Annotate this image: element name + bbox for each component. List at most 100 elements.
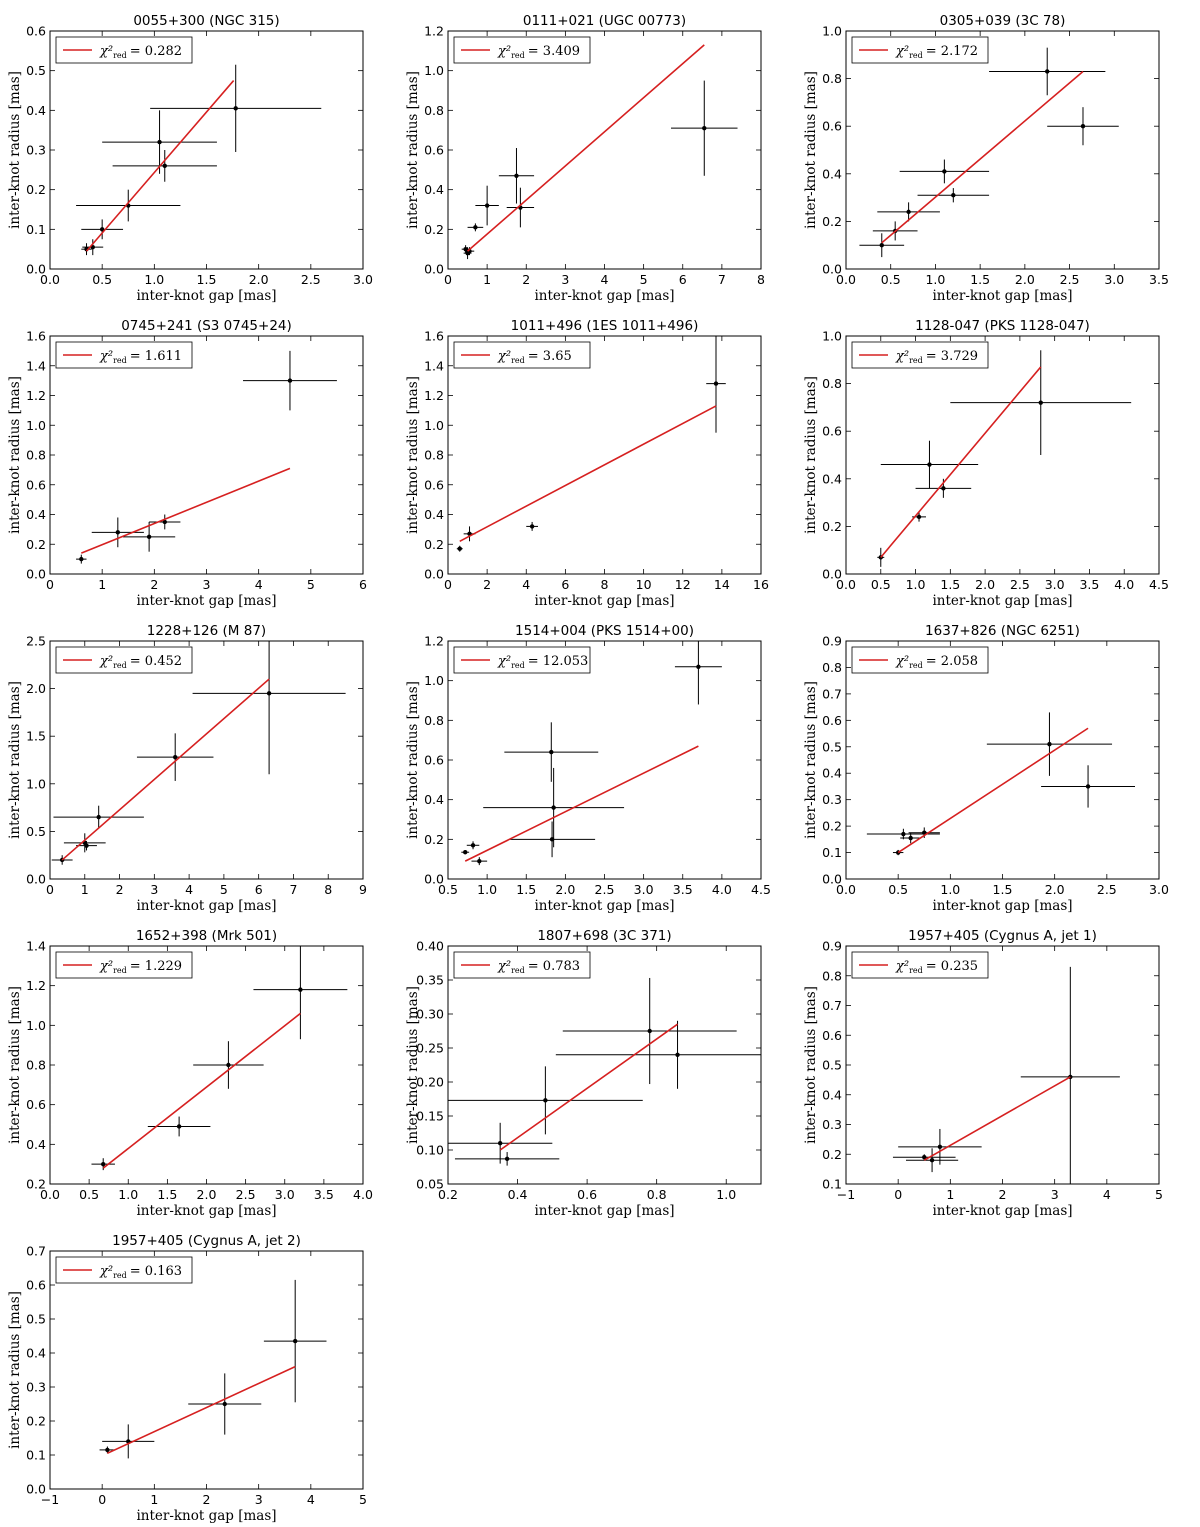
point-marker (470, 843, 476, 848)
plot-area (456, 336, 726, 552)
chart-svg: 1957+405 (Cygnus A, jet 2) −1 0 1 2 3 4 5 0.0 0.1… (7, 1233, 367, 1524)
point-marker (922, 1155, 927, 1160)
point-marker (157, 139, 162, 145)
point-marker (1047, 741, 1052, 747)
data-point (461, 850, 470, 855)
data-point (53, 805, 144, 829)
x-tick-label: 4 (1103, 1187, 1111, 1202)
y-tick-label: 0.9 (822, 939, 842, 954)
x-tick-label: 1.5 (516, 882, 536, 897)
y-axis-label: inter-knot radius [mas] (7, 376, 23, 534)
y-tick-label: 1.2 (424, 634, 444, 649)
point-marker (497, 1141, 503, 1146)
y-tick-label: 0.6 (26, 24, 46, 39)
legend-value: = 1.611 (130, 349, 182, 364)
x-tick-label: 1.0 (477, 882, 497, 897)
legend: χ²red = 3.409 (453, 36, 591, 64)
point-marker (105, 1447, 110, 1453)
legend-label: χ²red = 3.409 (497, 44, 580, 60)
y-tick-label: 0.8 (424, 103, 444, 118)
data-point (81, 243, 92, 256)
data-point (989, 47, 1106, 96)
x-tick-label: 0.5 (438, 882, 458, 897)
y-tick-label: 0.8 (822, 660, 842, 675)
legend-value: = 0.452 (130, 654, 182, 669)
point-marker (266, 691, 272, 696)
x-tick-label: 2.0 (975, 577, 995, 592)
fit-line (107, 1365, 296, 1455)
point-marker (233, 106, 238, 111)
y-axis-label: inter-knot radius [mas] (7, 681, 23, 839)
y-tick-label: 0.4 (424, 182, 444, 197)
chart-panel: 1128-047 (PKS 1128-047) 0.0 0.5 1.0 1.5 2.0 2.… (796, 305, 1191, 610)
data-point (102, 110, 217, 174)
point-marker (457, 546, 462, 551)
legend-chi-symbol: χ² (895, 44, 909, 59)
data-point (892, 1154, 956, 1161)
y-tick-label: 1.6 (26, 329, 46, 344)
x-tick-label: 3.0 (1104, 272, 1124, 287)
data-point (150, 64, 322, 152)
data-point (498, 148, 535, 204)
chart-panel: 0745+241 (S3 0745+24) 0 1 2 3 4 5 6 0.0 0.2 0.4 0.6… (0, 305, 395, 610)
point-marker (101, 1161, 106, 1167)
y-tick-label: 0.6 (822, 713, 842, 728)
data-point (91, 1158, 115, 1171)
x-tick-label: 1.0 (716, 1187, 736, 1202)
y-tick-label: 0.2 (822, 519, 842, 534)
x-tick-label: 0 (46, 882, 54, 897)
x-tick-label: 1 (483, 272, 491, 287)
x-tick-label: 0.5 (79, 1187, 99, 1202)
legend: χ²red = 3.729 (851, 341, 989, 369)
x-tick-label: 5 (640, 272, 648, 287)
y-tick-label: 0.8 (424, 713, 444, 728)
x-tick-label: 6 (561, 577, 569, 592)
y-tick-label: 0.4 (26, 507, 46, 522)
data-point (193, 1041, 264, 1089)
point-marker (1085, 784, 1091, 789)
point-marker (929, 1158, 935, 1163)
data-point (112, 150, 217, 182)
x-tick-label: −1 (837, 1187, 855, 1202)
data-point (76, 189, 181, 222)
legend-value: = 0.163 (130, 1264, 182, 1279)
x-tick-label: 3.0 (1045, 577, 1065, 592)
y-tick-label: 0.8 (822, 71, 842, 86)
legend-label: χ²red = 3.729 (895, 349, 978, 365)
chart-panel: 1514+004 (PKS 1514+00) 0.5 1.0 1.5 2.0 2.5 3.0… (398, 610, 793, 915)
chart-title: 0111+021 (UGC 00773) (523, 13, 686, 29)
x-axis-label: inter-knot gap [mas] (136, 593, 276, 609)
chart-panel: 1011+496 (1ES 1011+496) 0 2 4 6 8 10 12 14 16 0.0 0… (398, 305, 793, 610)
x-axis-label: inter-knot gap [mas] (534, 898, 674, 914)
point-marker (463, 850, 468, 855)
legend-label: χ²red = 12.053 (497, 654, 588, 670)
point-marker (937, 1144, 943, 1150)
chart-svg: 1637+826 (NGC 6251) 0.0 0.5 1.0 1.5 2.0 2.5 3.0… (803, 623, 1169, 914)
fit-line (80, 467, 291, 554)
x-axis-label: inter-knot gap [mas] (932, 288, 1072, 304)
y-tick-label: 0.2 (26, 1177, 46, 1192)
legend: χ²red = 0.452 (55, 646, 193, 674)
x-tick-label: 9 (359, 882, 367, 897)
point-marker (543, 1098, 548, 1103)
x-tick-label: 0.0 (40, 272, 60, 287)
y-tick-label: 1.4 (26, 939, 46, 954)
x-tick-label: 1.5 (970, 272, 990, 287)
y-axis-label: inter-knot radius [mas] (405, 376, 421, 534)
data-point (671, 80, 738, 176)
point-marker (916, 514, 922, 520)
y-tick-label: 0.5 (26, 824, 46, 839)
legend-subscript: red (909, 966, 923, 975)
legend: χ²red = 0.163 (55, 1256, 193, 1284)
y-tick-label: 0.1 (26, 222, 46, 237)
chart-panel: 0305+039 (3C 78) 0.0 0.5 1.0 1.5 2.0 2.5 3.0 3.5… (796, 0, 1191, 305)
point-marker (942, 169, 947, 174)
data-point (905, 1148, 959, 1173)
data-point (467, 223, 484, 232)
x-tick-label: 4 (601, 272, 609, 287)
x-tick-label: 1.5 (993, 882, 1013, 897)
legend-label: χ²red = 0.783 (497, 959, 580, 975)
x-tick-label: 4.5 (1149, 577, 1169, 592)
legend-chi-symbol: χ² (497, 654, 511, 669)
